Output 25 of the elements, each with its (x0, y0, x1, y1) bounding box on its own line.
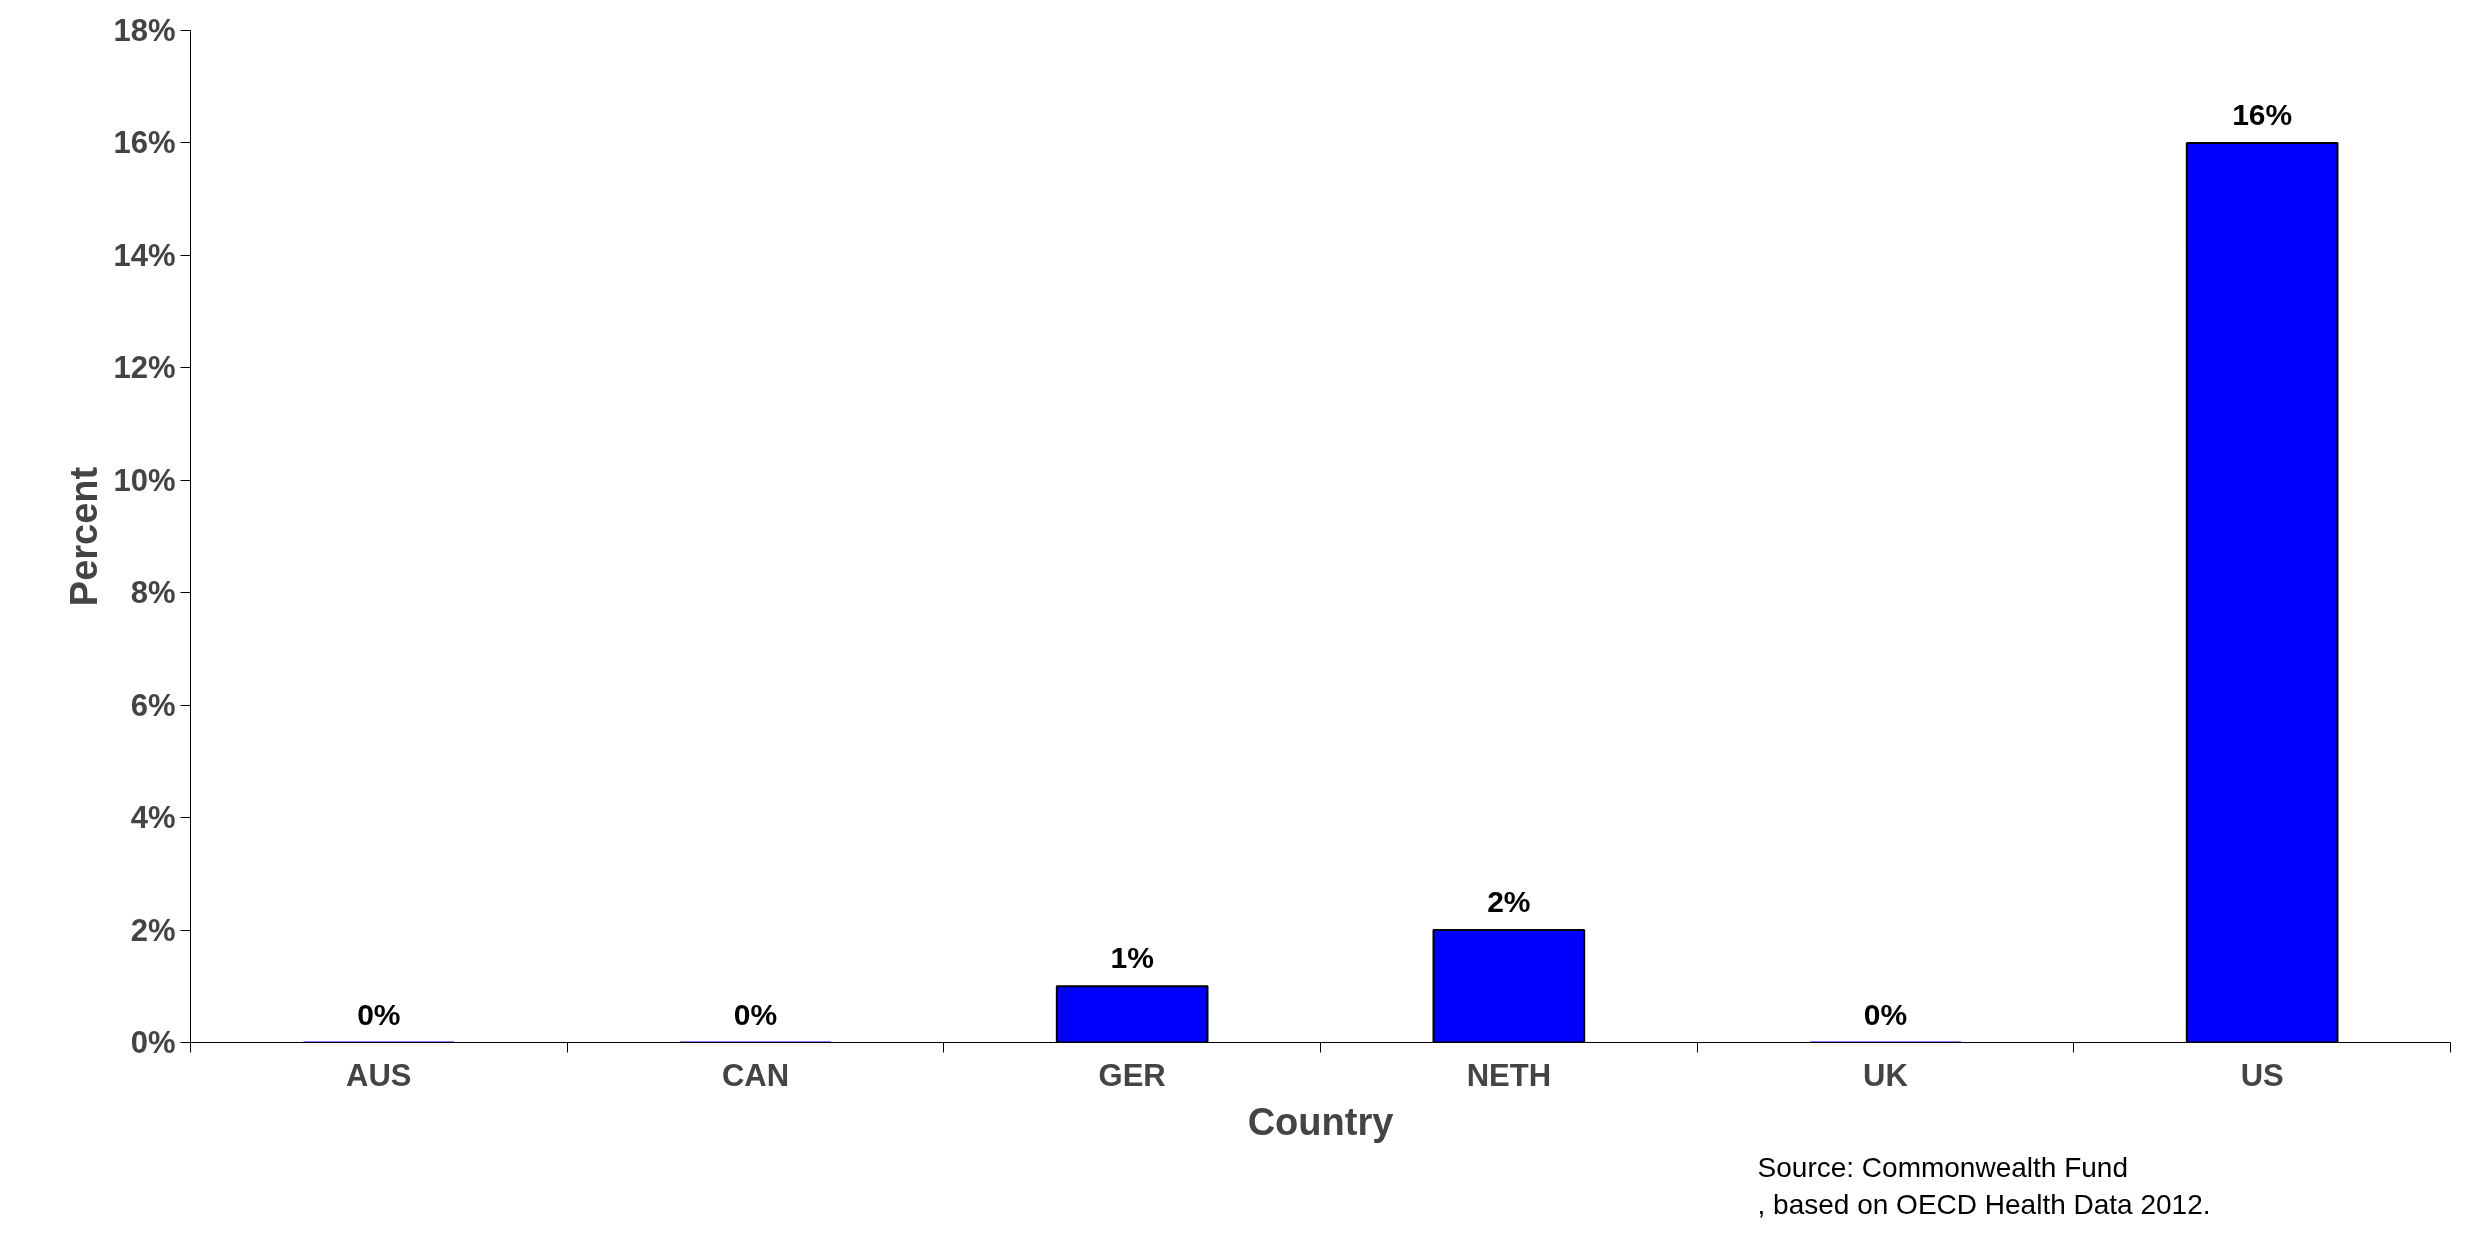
y-tick-label: 10% (113, 462, 176, 498)
y-tick-label: 0% (130, 1025, 176, 1060)
data-label: 0% (1863, 997, 1908, 1031)
y-tick-label: 18% (113, 13, 176, 48)
data-label: 0% (357, 997, 401, 1031)
y-tick-label: 8% (130, 575, 176, 611)
y-axis-title: Percent (63, 466, 106, 607)
y-tick-label: 2% (130, 912, 176, 948)
y-tick-label: 4% (130, 800, 176, 836)
x-tick-label: US (2240, 1057, 2284, 1093)
x-tick-label: UK (1863, 1057, 1909, 1093)
y-tick-label: 14% (113, 237, 176, 273)
data-label: 2% (1487, 885, 1531, 919)
y-tick-label: 16% (113, 125, 176, 161)
data-label: 1% (1110, 941, 1154, 975)
x-tick-label: AUS (346, 1057, 412, 1093)
y-tick-label: 12% (113, 350, 176, 386)
source-note: Source: Commonwealth Fund , based on OECD Health Data 2012. (1757, 1152, 2211, 1221)
data-label: 0% (733, 997, 778, 1031)
x-tick-label: CAN (721, 1057, 790, 1093)
y-tick-label: 6% (130, 687, 176, 723)
x-axis-title: Country (1247, 1100, 1394, 1143)
x-tick-label: GER (1098, 1057, 1166, 1093)
data-label: 16% (2232, 97, 2293, 131)
x-tick-label: NETH (1466, 1057, 1552, 1093)
